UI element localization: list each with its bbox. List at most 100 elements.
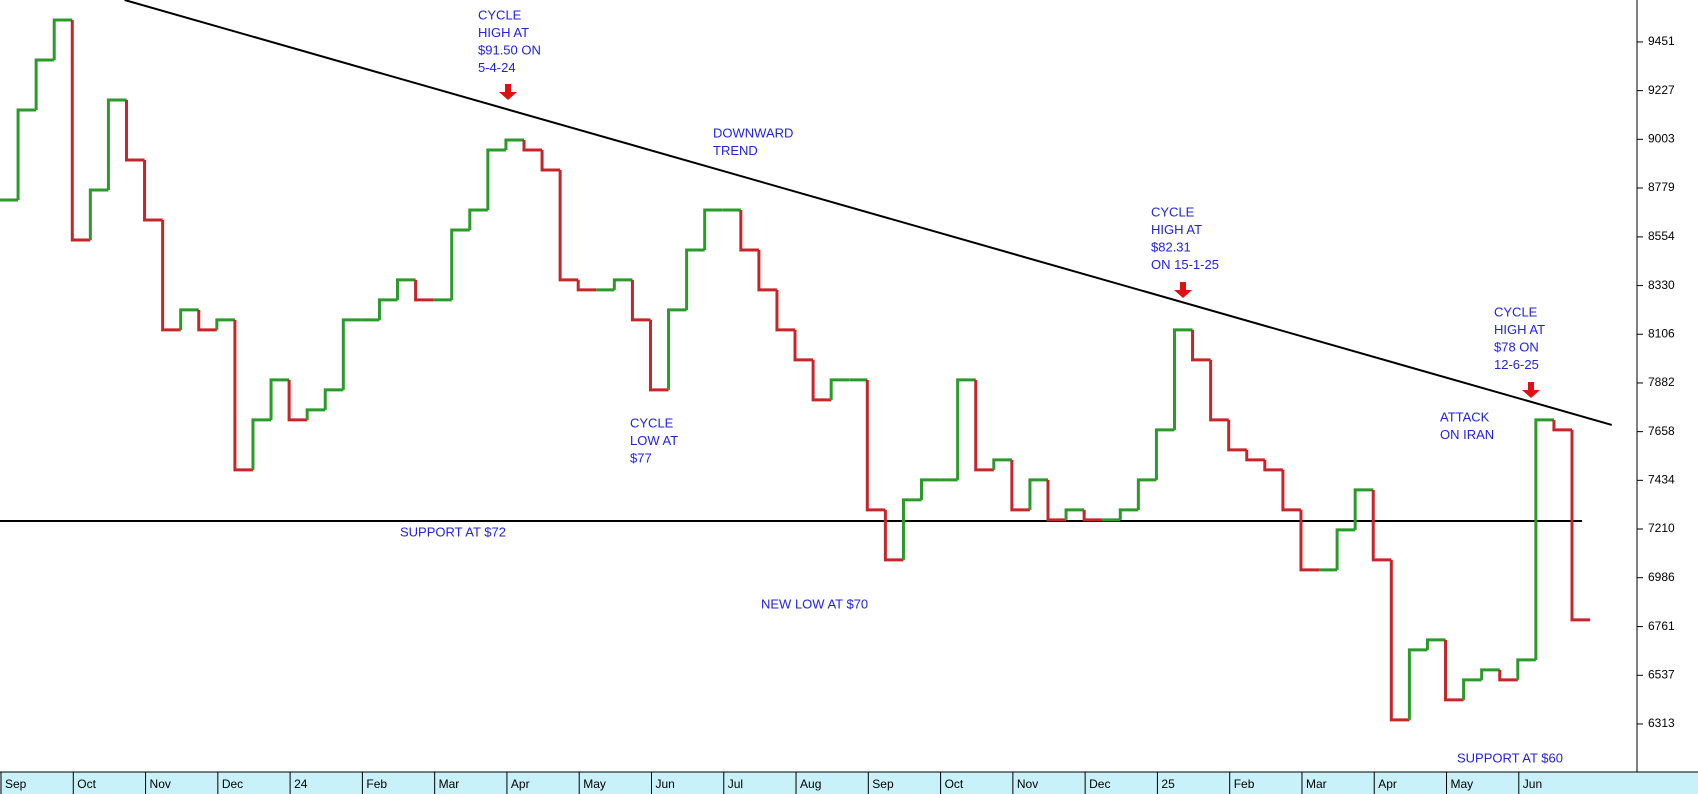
- annotation: NEW LOW AT $70: [761, 596, 868, 611]
- annotation: CYCLE: [478, 7, 522, 22]
- price-step: [992, 458, 1012, 470]
- price-step: [70, 19, 91, 242]
- price-step: [775, 289, 796, 332]
- price-step: [1444, 639, 1464, 702]
- x-tick-label: Feb: [366, 777, 387, 791]
- y-tick-label: 8330: [1648, 278, 1675, 292]
- price-step: [341, 318, 362, 390]
- price-step: [739, 209, 759, 252]
- x-tick-label: Jun: [1523, 777, 1542, 791]
- y-tick-label: 7434: [1648, 472, 1675, 486]
- price-step: [1064, 508, 1085, 520]
- annotation: ATTACK: [1440, 409, 1490, 424]
- price-step: [52, 18, 73, 60]
- y-tick-label: 9451: [1648, 34, 1675, 48]
- price-step: [323, 388, 344, 410]
- price-step: [1534, 418, 1554, 660]
- price-step: [1552, 419, 1572, 432]
- price-step: [811, 359, 832, 402]
- y-tick-label: 6986: [1648, 570, 1675, 584]
- price-step: [143, 159, 163, 222]
- price-step: [1480, 668, 1500, 680]
- annotation: SUPPORT AT $60: [1457, 750, 1563, 765]
- annotation: ON IRAN: [1440, 427, 1494, 442]
- price-step: [34, 58, 55, 110]
- price-step: [793, 329, 814, 362]
- price-step: [901, 498, 922, 560]
- price-step: [1281, 469, 1301, 512]
- y-tick-label: 6313: [1648, 716, 1675, 730]
- price-step: [630, 279, 651, 322]
- annotation: SUPPORT AT $72: [400, 524, 506, 539]
- price-step: [197, 309, 217, 332]
- price-step: [558, 169, 579, 282]
- annotation: LOW AT: [630, 433, 678, 448]
- price-step: [522, 139, 543, 152]
- price-step: [757, 249, 777, 292]
- annotation: 5-4-24: [478, 60, 516, 75]
- x-tick-label: Feb: [1234, 777, 1255, 791]
- annotation: HIGH AT: [478, 25, 529, 40]
- price-step: [124, 99, 145, 162]
- annotation: $78 ON: [1494, 339, 1539, 354]
- price-step: [667, 308, 687, 390]
- price-step: [883, 509, 904, 562]
- x-tick-label: Dec: [222, 777, 243, 791]
- price-step: [1118, 508, 1139, 520]
- price-step: [1570, 429, 1591, 622]
- price-step: [920, 478, 940, 500]
- price-step: [106, 98, 127, 190]
- x-tick-label: Dec: [1089, 777, 1110, 791]
- price-step: [1191, 329, 1211, 362]
- price-step: [161, 219, 181, 332]
- price-step: [88, 188, 109, 240]
- price-step: [1498, 669, 1518, 682]
- price-step: [1389, 559, 1410, 722]
- annotation: HIGH AT: [1151, 222, 1202, 237]
- y-tick-label: 8554: [1648, 229, 1675, 243]
- price-step: [1245, 449, 1265, 462]
- price-step: [648, 319, 669, 392]
- price-step: [233, 319, 253, 472]
- x-tick-label: Apr: [511, 777, 530, 791]
- x-tick-label: Nov: [150, 777, 171, 791]
- price-step: [414, 279, 434, 302]
- price-step: [1516, 658, 1536, 680]
- x-tick-label: Apr: [1378, 777, 1397, 791]
- price-step: [1028, 478, 1048, 510]
- x-tick-label: Mar: [439, 777, 460, 791]
- x-tick-label: Sep: [872, 777, 894, 791]
- annotation: $82.31: [1151, 239, 1191, 254]
- price-step: [1425, 638, 1446, 650]
- price-step: [576, 279, 597, 292]
- annotation: CYCLE: [1494, 304, 1538, 319]
- price-step: [865, 379, 886, 512]
- x-tick-label: Nov: [1017, 777, 1038, 791]
- y-tick-label: 7882: [1648, 375, 1675, 389]
- y-tick-label: 7210: [1648, 521, 1675, 535]
- annotation: $91.50 ON: [478, 42, 541, 57]
- trend-line: [124, 0, 1613, 426]
- price-step: [540, 149, 561, 172]
- annotation: CYCLE: [630, 415, 674, 430]
- x-tick-label: Mar: [1306, 777, 1327, 791]
- price-step: [396, 278, 416, 300]
- y-tick-label: 9003: [1648, 131, 1675, 145]
- arrow: [499, 84, 517, 100]
- price-step: [1136, 478, 1157, 510]
- price-step: [468, 208, 488, 230]
- x-tick-label: May: [1451, 777, 1474, 791]
- arrow: [1174, 282, 1192, 298]
- y-tick-label: 8106: [1648, 326, 1675, 340]
- price-step: [829, 378, 850, 400]
- y-tick-label: 6537: [1648, 667, 1675, 681]
- price-step: [974, 379, 994, 472]
- price-step: [956, 378, 976, 480]
- price-step: [1335, 528, 1356, 570]
- price-step: [1299, 509, 1320, 572]
- price-step: [251, 418, 272, 470]
- price-step: [287, 379, 308, 422]
- price-step: [1462, 678, 1482, 700]
